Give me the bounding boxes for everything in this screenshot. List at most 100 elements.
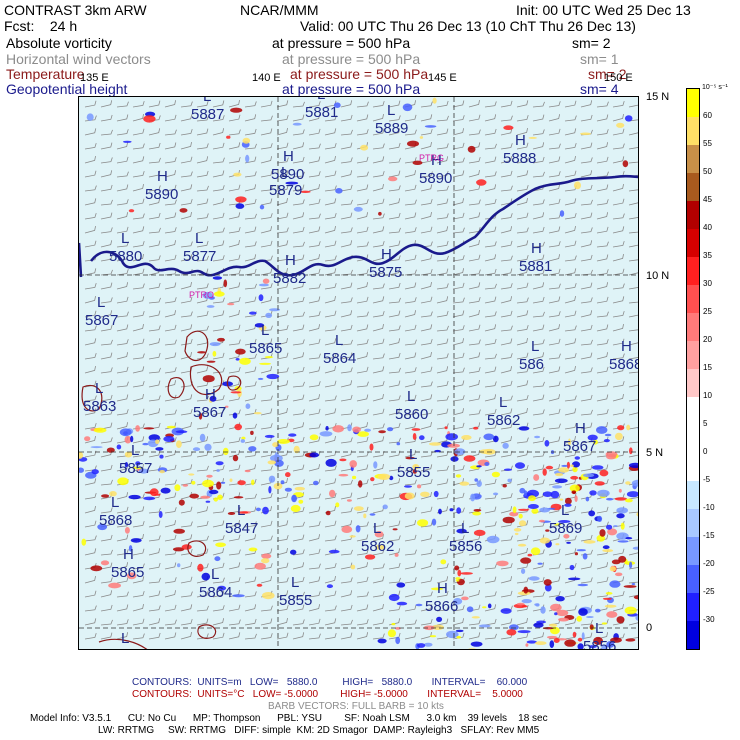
wind-barb xyxy=(84,380,97,388)
vorticity-cell xyxy=(543,579,552,586)
wind-barb xyxy=(564,563,577,570)
wind-barb xyxy=(308,114,321,122)
vorticity-cell xyxy=(128,209,135,213)
vorticity-cell xyxy=(589,490,597,496)
wind-barb xyxy=(532,142,545,150)
vorticity-cell xyxy=(531,508,539,514)
vorticity-cell xyxy=(130,435,134,443)
wind-barb xyxy=(196,380,209,388)
wind-barb xyxy=(596,296,609,304)
vorticity-cell xyxy=(456,528,467,534)
wind-barb xyxy=(148,478,161,486)
wind-barb xyxy=(420,394,433,402)
wind-barb xyxy=(308,366,321,374)
wind-barb xyxy=(436,325,449,332)
vorticity-cell xyxy=(97,523,108,531)
vorticity-cell xyxy=(574,181,581,190)
wind-barb xyxy=(500,170,513,178)
vorticity-cell xyxy=(138,468,149,474)
wind-barb xyxy=(484,143,497,150)
wind-barb xyxy=(356,464,369,472)
pressure-system-value: 5863 xyxy=(83,398,116,415)
vorticity-cell xyxy=(582,473,595,478)
wind-barb xyxy=(628,198,638,206)
wind-barb xyxy=(324,563,337,570)
vorticity-cell xyxy=(233,172,242,177)
wind-barb xyxy=(244,324,257,332)
pressure-system-value: 5889 xyxy=(375,120,408,137)
wind-barb xyxy=(404,212,417,220)
wind-barb xyxy=(532,296,545,304)
wind-barb xyxy=(580,199,593,206)
wind-barb xyxy=(308,353,321,360)
wind-barb xyxy=(260,100,273,108)
wind-barb xyxy=(84,353,97,360)
wind-barb xyxy=(548,548,561,556)
vorticity-cell xyxy=(178,499,185,506)
wind-barb xyxy=(452,227,465,234)
vorticity-cell xyxy=(346,499,352,502)
wind-barb xyxy=(148,380,161,388)
wind-barb xyxy=(164,212,177,220)
field-level-wind: at pressure = 500 hPa xyxy=(282,51,421,67)
wind-barb xyxy=(388,367,401,374)
vorticity-cell xyxy=(545,529,550,532)
wind-barb xyxy=(100,157,113,164)
wind-barb xyxy=(292,254,305,262)
wind-barb xyxy=(596,156,609,164)
vorticity-cell xyxy=(402,103,413,112)
wind-barb xyxy=(196,353,209,360)
wind-barb xyxy=(308,296,321,304)
vorticity-cell xyxy=(166,425,176,429)
wind-barb xyxy=(564,338,577,346)
wind-barb xyxy=(404,394,417,402)
wind-barb xyxy=(196,395,209,402)
wind-barb xyxy=(116,591,129,598)
map-canvas: L5887L5881L5889H5890H5890H5888H5890L5879… xyxy=(79,97,638,649)
wind-barb xyxy=(356,114,369,122)
vorticity-cell xyxy=(101,494,110,498)
wind-barb xyxy=(244,213,257,220)
vorticity-cell xyxy=(291,494,297,503)
vorticity-cell xyxy=(202,375,215,383)
wind-barb xyxy=(324,478,337,486)
pressure-system-letter: L xyxy=(121,630,129,647)
vorticity-cell xyxy=(589,624,594,630)
wind-barb xyxy=(180,534,193,542)
wind-barb xyxy=(212,422,225,430)
wind-barb xyxy=(372,338,385,346)
vorticity-cell xyxy=(262,506,269,515)
vorticity-cell xyxy=(518,520,527,527)
lat-label-5n: 5 N xyxy=(646,447,664,459)
wind-barb xyxy=(452,255,465,262)
vorticity-cell xyxy=(572,461,580,468)
wind-barb xyxy=(404,129,417,136)
wind-barb xyxy=(196,255,209,262)
wind-barb xyxy=(180,241,193,248)
vorticity-cell xyxy=(609,566,617,572)
vorticity-cell xyxy=(352,475,357,480)
vorticity-cell xyxy=(611,559,621,565)
wind-barb xyxy=(484,268,497,276)
wind-barb xyxy=(564,295,576,304)
vorticity-cell xyxy=(214,556,221,562)
wind-barb xyxy=(452,492,465,500)
pressure-system-letter: L xyxy=(387,102,395,119)
vorticity-cell xyxy=(188,473,195,476)
wind-barb xyxy=(196,213,209,220)
vorticity-cell xyxy=(293,445,300,454)
vorticity-cell xyxy=(198,412,203,420)
vorticity-cell xyxy=(509,511,519,517)
wind-barb xyxy=(148,282,161,290)
wind-barb xyxy=(404,507,417,514)
vorticity-cell xyxy=(254,562,266,570)
wind-barb xyxy=(420,479,433,486)
vorticity-cell xyxy=(521,605,528,608)
vorticity-cell xyxy=(534,603,540,606)
wind-barb xyxy=(372,226,385,234)
wind-barb xyxy=(564,198,577,206)
wind-barb xyxy=(500,408,513,416)
